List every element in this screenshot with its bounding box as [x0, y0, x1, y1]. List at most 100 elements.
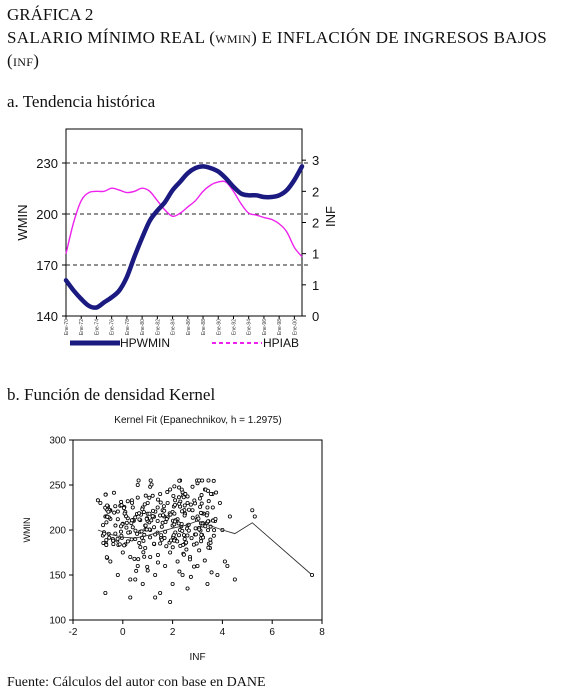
x-tick-label-0: Ene-70 [64, 319, 70, 335]
scatter-point-extra-173 [165, 490, 170, 495]
scatter-point-extra-133 [140, 507, 145, 512]
scatter-point-extra-141 [111, 538, 116, 543]
x-tick-label-5: Ene-80 [140, 319, 146, 335]
scatter-point-75 [205, 505, 210, 510]
scatter-point-extra-5 [179, 487, 184, 492]
scatter-point-96 [225, 563, 230, 568]
section-b-heading: b. Función de densidad Kernel [7, 385, 216, 404]
scatter-point-95 [205, 581, 210, 586]
x-tick-label-8: Ene-86 [186, 319, 192, 335]
scatter-point-extra-147 [182, 513, 187, 518]
scatter-point-extra-176 [178, 543, 183, 548]
scatter-point-extra-235 [133, 528, 138, 533]
scatter-point-91 [120, 550, 125, 555]
scatter-point-15 [128, 577, 133, 582]
scatter-point-extra-238 [144, 516, 149, 521]
x-tick-label-1: Ene-72 [79, 319, 85, 335]
scatter-point-extra-75 [209, 570, 214, 575]
scatter-point-extra-78 [155, 560, 160, 565]
scatter-point-extra-201 [143, 523, 148, 528]
scatter-point-extra-10 [142, 502, 147, 507]
scatter-point-extra-86 [188, 502, 193, 507]
scatter-point-40 [158, 492, 163, 497]
scatter-point-extra-128 [213, 517, 218, 522]
scatter-point-extra-177 [211, 478, 216, 483]
y2-tick-label-3: 2 [312, 216, 319, 231]
scatter-point-extra-54 [177, 485, 182, 490]
scatter-point-86 [252, 514, 257, 519]
scatter-point-extra-106 [150, 508, 155, 513]
scatter-point-extra-167 [147, 495, 152, 500]
y-tick-label-2: 200 [36, 207, 58, 222]
scatter-point-21 [135, 495, 140, 500]
scatter-point-extra-104 [111, 542, 116, 547]
scatter-point-extra-216 [118, 529, 123, 534]
scatter-point-17 [130, 505, 135, 510]
scatter-point-extra-230 [113, 523, 118, 528]
kernel-x-tick-label-5: 8 [319, 627, 325, 638]
scatter-point-94 [185, 586, 190, 591]
scatter-point-extra-181 [177, 569, 182, 574]
y2-axis-label: INF [323, 206, 338, 227]
kernel-fit-line [97, 520, 313, 576]
scatter-point-48 [168, 550, 173, 555]
figure-label: GRÁFICA 2 [7, 5, 94, 24]
title-abbr-wmin: WMIN [215, 32, 252, 46]
scatter-point-extra-182 [105, 514, 110, 519]
scatter-point-extra-67 [182, 503, 187, 508]
scatter-point-extra-146 [185, 494, 190, 499]
scatter-point-extra-27 [182, 537, 187, 542]
x-tick-label-11: Ene-92 [231, 319, 237, 335]
scatter-point-extra-49 [155, 552, 160, 557]
scatter-point-extra-84 [141, 538, 146, 543]
scatter-point-extra-166 [117, 542, 122, 547]
x-tick-label-7: Ene-84 [171, 319, 177, 335]
scatter-point-extra-172 [122, 543, 127, 548]
kernel-x-tick-label-0: -2 [69, 627, 78, 638]
scatter-point-extra-195 [199, 532, 204, 537]
scatter-point-extra-148 [155, 497, 160, 502]
scatter-point-extra-213 [162, 508, 167, 513]
scatter-point-extra-8 [184, 547, 189, 552]
scatter-point-extra-26 [124, 520, 129, 525]
scatter-point-extra-113 [159, 524, 164, 529]
scatter-point-extra-178 [164, 544, 169, 549]
scatter-point-extra-25 [211, 533, 216, 538]
scatter-point-extra-28 [115, 509, 120, 514]
scatter-point-extra-53 [147, 511, 152, 516]
scatter-point-extra-223 [105, 503, 110, 508]
y-tick-label-0: 140 [36, 309, 58, 324]
scatter-point-extra-199 [186, 507, 191, 512]
scatter-point-extra-105 [197, 548, 202, 553]
scatter-point-54 [173, 498, 178, 503]
scatter-point-6 [115, 517, 120, 522]
scatter-point-27 [143, 545, 148, 550]
scatter-point-extra-108 [172, 484, 177, 489]
scatter-point-extra-23 [203, 524, 208, 529]
scatter-point-extra-222 [198, 510, 203, 515]
kernel-density-chart: Kernel Fit (Epanechnikov, h = 1.2975) 100… [22, 415, 325, 663]
scatter-point-extra-107 [190, 515, 195, 520]
scatter-point-extra-21 [101, 523, 106, 528]
series-line-hpiab [65, 180, 303, 258]
scatter-point-83 [227, 514, 232, 519]
scatter-point-extra-94 [192, 564, 197, 569]
scatter-point-extra-19 [206, 478, 211, 483]
scatter-point-extra-171 [159, 537, 164, 542]
scatter-point-extra-174 [196, 516, 201, 521]
scatter-point-4 [108, 559, 113, 564]
scatter-point-extra-188 [148, 478, 153, 483]
title-part-2: ) E INFLACIÓN DE INGRESOS BAJOS ( [7, 28, 548, 70]
section-a-heading: a. Tendencia histórica [7, 92, 156, 111]
kernel-x-tick-label-4: 6 [269, 627, 275, 638]
scatter-point-extra-109 [134, 568, 139, 573]
scatter-point-52 [170, 581, 175, 586]
scatter-point-extra-102 [201, 535, 206, 540]
scatter-point-extra-120 [137, 541, 142, 546]
scatter-point-extra-93 [119, 503, 124, 508]
y2-tick-label-2: 1 [312, 247, 319, 262]
kernel-x-axis-label: INF [189, 652, 205, 663]
scatter-point-extra-72 [193, 501, 198, 506]
scatter-point-extra-179 [161, 513, 166, 518]
kernel-chart-title: Kernel Fit (Epanechnikov, h = 1.2975) [114, 415, 281, 426]
